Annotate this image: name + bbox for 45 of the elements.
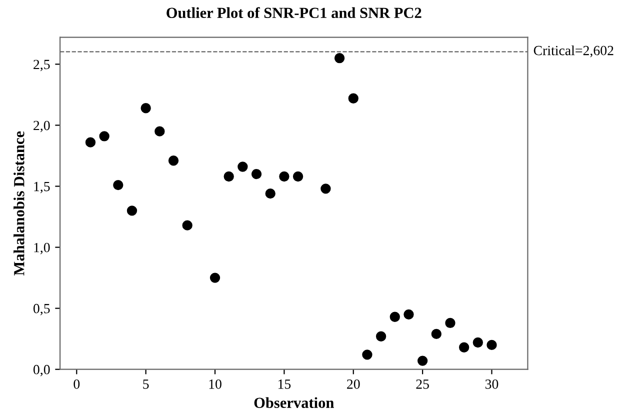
y-tick-label: 0,0 [33, 364, 50, 376]
point [238, 162, 248, 172]
x-tick-label: 15 [278, 380, 291, 389]
point [126, 206, 138, 216]
point [182, 220, 192, 230]
x-tick-label: 5 [143, 380, 149, 389]
point [348, 93, 358, 104]
point [362, 350, 372, 360]
point [417, 356, 428, 366]
y-tick-label: 0,5 [33, 304, 50, 316]
point [210, 272, 220, 283]
point [458, 342, 470, 352]
x-tick-label: 0 [74, 379, 80, 389]
point [85, 137, 96, 148]
x-tick-label: 10 [209, 379, 222, 389]
point [140, 103, 151, 114]
point [404, 309, 414, 320]
point [320, 184, 331, 194]
point [472, 337, 483, 348]
point [251, 168, 262, 180]
point [431, 328, 442, 340]
point [224, 171, 234, 182]
x-tick-label: 20 [347, 379, 360, 389]
point [99, 131, 110, 142]
point [376, 331, 386, 342]
point [154, 126, 165, 136]
x-tick-label: 25 [416, 380, 429, 389]
y-tick-label: 1,5 [34, 182, 50, 194]
point [265, 188, 276, 199]
chart-title: Outlier Plot of SNR-PC1 and SNR PC2 [166, 7, 422, 18]
y-tick-label: 1,0 [34, 242, 50, 254]
point [292, 171, 304, 182]
x-axis-title: Observation [254, 397, 334, 408]
y-tick-label: 2,0 [34, 120, 50, 132]
point [334, 53, 345, 64]
point [390, 312, 400, 322]
y-axis-title: Mahalanobis Distance [14, 131, 24, 276]
point [113, 180, 124, 190]
point [168, 156, 179, 166]
point [445, 318, 456, 328]
point [279, 171, 290, 182]
ref-line-label: Critical=2,602 [534, 45, 614, 58]
x-tick-label: 30 [485, 379, 498, 389]
y-tick-label: 2,5 [34, 60, 50, 72]
point [486, 340, 497, 350]
